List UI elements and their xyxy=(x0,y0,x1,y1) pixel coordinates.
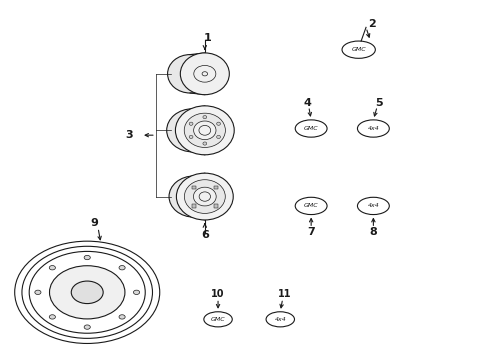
FancyBboxPatch shape xyxy=(214,186,218,189)
Ellipse shape xyxy=(217,135,221,139)
Ellipse shape xyxy=(49,266,125,319)
Text: 5: 5 xyxy=(375,98,383,108)
Text: 4x4: 4x4 xyxy=(274,317,286,322)
Ellipse shape xyxy=(189,135,193,139)
Ellipse shape xyxy=(176,173,233,220)
Text: 6: 6 xyxy=(201,230,209,240)
FancyBboxPatch shape xyxy=(192,204,196,207)
Ellipse shape xyxy=(180,53,229,95)
Ellipse shape xyxy=(203,142,207,145)
Text: 4x4: 4x4 xyxy=(368,126,379,131)
Ellipse shape xyxy=(71,281,103,303)
Text: 9: 9 xyxy=(91,218,98,228)
Ellipse shape xyxy=(167,109,219,152)
Text: 10: 10 xyxy=(211,289,225,299)
Text: 1: 1 xyxy=(203,33,211,43)
Text: 8: 8 xyxy=(369,227,377,237)
Ellipse shape xyxy=(194,121,216,140)
Text: 3: 3 xyxy=(125,130,133,140)
Ellipse shape xyxy=(49,266,55,270)
Ellipse shape xyxy=(342,41,375,58)
Text: 11: 11 xyxy=(278,289,292,299)
Ellipse shape xyxy=(84,325,90,329)
Ellipse shape xyxy=(184,180,225,213)
Text: GMC: GMC xyxy=(304,203,318,208)
Ellipse shape xyxy=(194,66,216,82)
Ellipse shape xyxy=(35,290,41,294)
Ellipse shape xyxy=(357,120,389,137)
Ellipse shape xyxy=(357,197,389,215)
Ellipse shape xyxy=(49,315,55,319)
Ellipse shape xyxy=(189,122,193,125)
Text: GMC: GMC xyxy=(304,126,318,131)
Ellipse shape xyxy=(175,106,234,155)
Ellipse shape xyxy=(266,312,294,327)
Ellipse shape xyxy=(133,290,140,294)
FancyBboxPatch shape xyxy=(214,204,218,207)
Ellipse shape xyxy=(119,266,125,270)
Ellipse shape xyxy=(184,113,225,148)
Ellipse shape xyxy=(206,66,227,82)
Text: GMC: GMC xyxy=(211,317,225,322)
Ellipse shape xyxy=(204,312,232,327)
Ellipse shape xyxy=(119,315,125,319)
Text: 2: 2 xyxy=(368,19,376,29)
FancyBboxPatch shape xyxy=(192,186,196,189)
Ellipse shape xyxy=(84,255,90,260)
Ellipse shape xyxy=(295,197,327,215)
Ellipse shape xyxy=(194,187,216,206)
Text: GMC: GMC xyxy=(351,47,366,52)
Ellipse shape xyxy=(169,176,219,217)
Ellipse shape xyxy=(168,55,213,93)
Text: 4: 4 xyxy=(303,98,311,108)
Ellipse shape xyxy=(203,116,207,119)
Ellipse shape xyxy=(217,122,221,125)
Text: 7: 7 xyxy=(307,227,315,237)
Text: 4x4: 4x4 xyxy=(368,203,379,208)
Ellipse shape xyxy=(295,120,327,137)
